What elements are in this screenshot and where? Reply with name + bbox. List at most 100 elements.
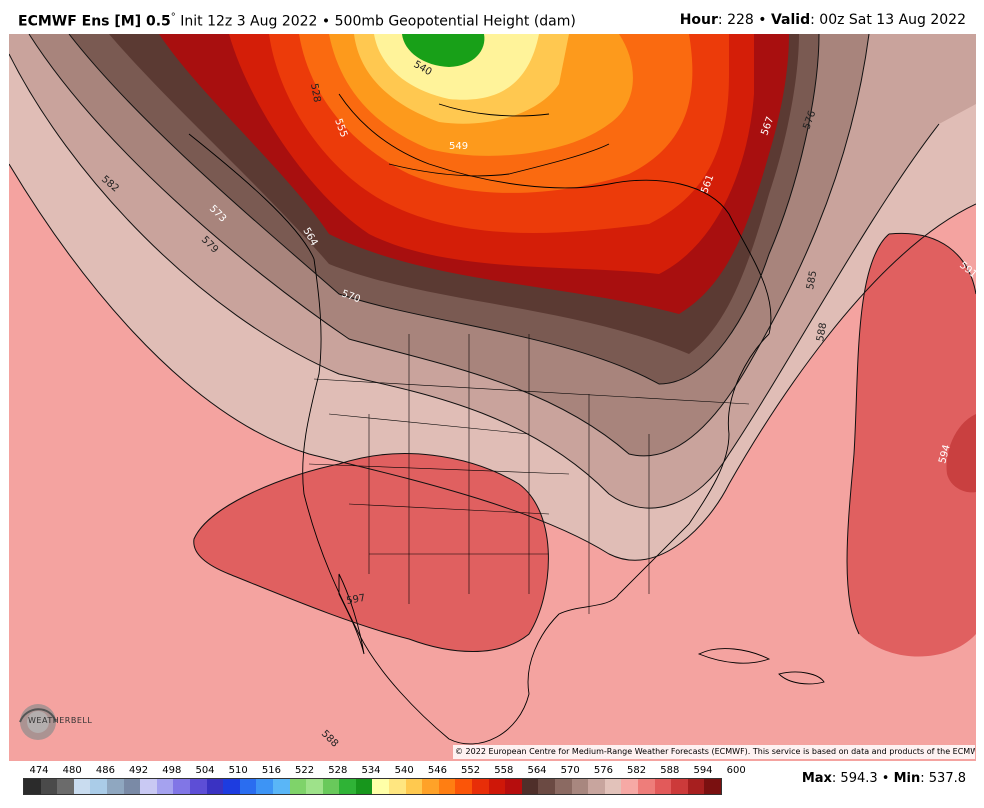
legend-swatch <box>372 779 390 794</box>
legend-tick-label: 498 <box>162 765 182 776</box>
legend-swatch <box>90 779 107 794</box>
legend-swatch <box>223 779 240 794</box>
hour-label: Hour <box>679 12 718 28</box>
legend-swatch <box>654 779 672 794</box>
legend-swatch <box>173 779 190 794</box>
legend-tick-label: 528 <box>328 765 348 776</box>
max-min-separator: • <box>881 771 890 786</box>
legend-swatch <box>189 779 207 794</box>
min-label: Min <box>893 771 921 786</box>
legend-tick-label: 546 <box>427 765 447 776</box>
model-name: ECMWF Ens [M] 0.5 <box>18 13 171 30</box>
legend-swatch <box>438 779 456 794</box>
legend-tick-label: 600 <box>726 765 746 776</box>
legend-swatch <box>521 779 539 794</box>
legend-tick-label: 516 <box>261 765 281 776</box>
legend-swatch <box>306 779 323 794</box>
legend-swatch <box>604 779 622 794</box>
ridge-atlantic-core <box>946 414 976 493</box>
contour-lines <box>9 34 976 652</box>
legend-swatch <box>687 779 705 794</box>
label-549: 549 <box>449 141 468 152</box>
legend-swatch <box>671 779 688 794</box>
legend-swatch <box>704 779 721 794</box>
legend-tick-label: 504 <box>195 765 215 776</box>
legend-swatch <box>140 779 157 794</box>
legend-swatch <box>621 779 638 794</box>
legend-swatch <box>24 779 41 794</box>
ridge-west <box>193 453 549 652</box>
legend-swatch <box>289 779 307 794</box>
coastlines <box>188 93 825 745</box>
legend-tick-label: 594 <box>693 765 713 776</box>
legend-tick-label: 480 <box>62 765 82 776</box>
legend-swatch <box>422 779 439 794</box>
legend-swatch <box>588 779 605 794</box>
map-title: ECMWF Ens [M] 0.5° Init 12z 3 Aug 2022 •… <box>18 12 576 30</box>
title-separator: • <box>321 13 331 30</box>
legend-swatch <box>256 779 273 794</box>
legend-tick-label: 552 <box>461 765 481 776</box>
legend-swatch <box>637 779 655 794</box>
legend-tick-label: 474 <box>29 765 49 776</box>
label-597: 597 <box>346 593 367 607</box>
legend-swatch <box>339 779 356 794</box>
geopotential-height-map: 528 540 549 555 561 567 570 573 576 579 … <box>9 34 976 761</box>
logo-text: WEATHERBELL <box>28 716 93 725</box>
legend-swatch <box>405 779 423 794</box>
max-min-readout: Max: 594.3 • Min: 537.8 <box>802 771 966 786</box>
max-value: : 594.3 <box>831 771 878 786</box>
legend-tick-label: 522 <box>295 765 315 776</box>
valid-separator: • <box>758 12 767 28</box>
legend-swatch <box>555 779 572 794</box>
legend-swatch <box>488 779 506 794</box>
ridge-atlantic <box>847 233 976 657</box>
color-legend: 474 480 486 492 498 504 510 516 522 528 534 540 546 5… <box>0 762 984 808</box>
legend-tick-label: 570 <box>560 765 580 776</box>
legend-swatch <box>123 779 141 794</box>
legend-tick-label: 492 <box>129 765 149 776</box>
legend-tick-label: 540 <box>394 765 414 776</box>
legend-swatch <box>156 779 174 794</box>
legend-swatch <box>571 779 589 794</box>
legend-swatch <box>538 779 555 794</box>
label-585: 585 <box>805 270 819 291</box>
valid-value: : 00z Sat 13 Aug 2022 <box>810 12 966 28</box>
legend-ticks: 474 480 486 492 498 504 510 516 522 528 534 540 546 5… <box>23 765 745 779</box>
init-time: Init 12z 3 Aug 2022 <box>180 13 318 30</box>
weatherbell-logo: WEATHERBELL <box>14 700 98 746</box>
label-528: 528 <box>308 83 322 104</box>
degree-symbol: ° <box>170 12 176 23</box>
logo-swirl-icon <box>19 704 57 740</box>
valid-label: Valid <box>770 12 811 28</box>
max-label: Max <box>801 771 832 786</box>
label-594: 594 <box>937 443 953 464</box>
legend-swatch <box>272 779 290 794</box>
valid-info: Hour: 228 • Valid: 00z Sat 13 Aug 2022 <box>680 12 966 28</box>
legend-swatch <box>57 779 74 794</box>
legend-swatch <box>73 779 91 794</box>
legend-tick-label: 558 <box>494 765 514 776</box>
legend-swatch <box>322 779 340 794</box>
hour-value: : 228 <box>717 12 754 28</box>
legend-tick-label: 588 <box>660 765 680 776</box>
legend-swatch <box>505 779 522 794</box>
header-bar: ECMWF Ens [M] 0.5° Init 12z 3 Aug 2022 •… <box>0 0 984 34</box>
legend-tick-label: 564 <box>527 765 547 776</box>
low-center <box>402 34 485 67</box>
legend-colorbar <box>23 778 722 795</box>
legend-tick-label: 582 <box>627 765 647 776</box>
legend-swatch <box>455 779 473 794</box>
field-name: 500mb Geopotential Height (dam) <box>334 13 576 30</box>
legend-tick-label: 576 <box>593 765 613 776</box>
legend-swatch <box>40 779 58 794</box>
legend-swatch <box>472 779 489 794</box>
legend-tick-label: 510 <box>228 765 248 776</box>
legend-swatch <box>106 779 124 794</box>
min-value: : 537.8 <box>920 771 966 786</box>
legend-tick-label: 534 <box>361 765 381 776</box>
label-588: 588 <box>815 322 829 343</box>
copyright-notice: © 2022 European Centre for Medium-Range … <box>453 745 975 759</box>
legend-swatch <box>206 779 224 794</box>
legend-swatch <box>355 779 373 794</box>
